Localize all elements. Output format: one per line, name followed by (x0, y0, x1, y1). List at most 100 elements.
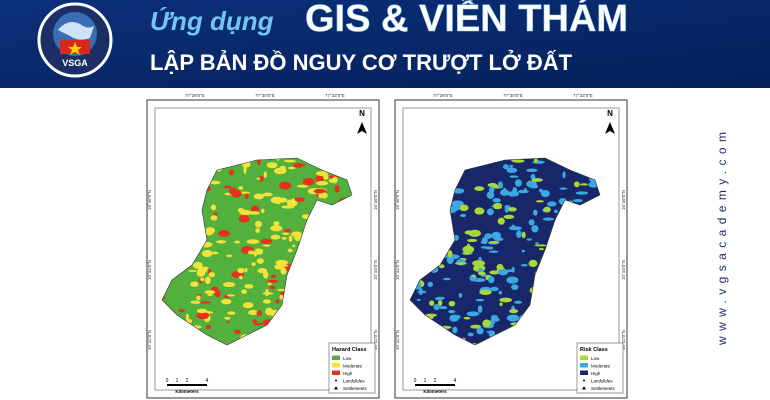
patch (474, 186, 485, 191)
scale-bar (167, 384, 207, 386)
patch (452, 326, 458, 334)
top-coordinate: 77°30'0"E (503, 93, 523, 98)
patch (288, 235, 293, 243)
patch (493, 237, 504, 242)
patch (244, 193, 249, 200)
patch (490, 317, 500, 322)
patch (531, 225, 539, 233)
patch (504, 205, 509, 213)
legend-item: Moderate (591, 363, 611, 368)
patch (488, 240, 500, 244)
patch (517, 189, 529, 194)
patch (201, 249, 213, 258)
patch (516, 230, 522, 239)
patch (416, 298, 421, 301)
patch (281, 264, 289, 267)
patch (562, 171, 566, 179)
top-coordinate: 77°28'0"E (433, 93, 453, 98)
patch (283, 159, 297, 163)
right-coordinate: 10°44'0"N (621, 260, 626, 280)
patch (472, 260, 486, 267)
patch (540, 189, 550, 198)
patch (274, 167, 287, 175)
patch (464, 230, 475, 235)
patch (520, 263, 528, 267)
legend-title: Hazard Class (332, 347, 367, 353)
patch (559, 187, 568, 190)
patch (480, 240, 486, 244)
patch (234, 329, 241, 334)
patch (220, 299, 232, 305)
patch (292, 244, 296, 248)
patch (263, 171, 267, 178)
patch (506, 276, 519, 284)
patch (273, 221, 280, 226)
logo: VSGA (37, 2, 113, 78)
patch (223, 185, 232, 189)
patch (438, 264, 445, 269)
patch (270, 274, 276, 279)
patch (281, 237, 287, 240)
patch (256, 310, 262, 317)
patch (199, 301, 212, 304)
patch (579, 183, 589, 186)
patch (252, 319, 257, 324)
patch (262, 299, 272, 304)
patch (210, 204, 217, 211)
patch (238, 186, 244, 190)
patch (262, 244, 271, 247)
patch (196, 312, 210, 320)
patch (507, 207, 517, 212)
patch (486, 191, 495, 199)
patch (237, 208, 245, 213)
legend-swatch (332, 355, 340, 360)
patch (250, 205, 260, 213)
patch (479, 289, 492, 296)
patch (205, 324, 212, 330)
patch (459, 204, 469, 212)
patch (187, 269, 198, 272)
patch (284, 228, 291, 234)
legend-title: Risk Class (580, 347, 608, 353)
patch (433, 303, 440, 311)
patch (425, 313, 437, 317)
map-panel: N 77°28'0"E 77°30'0"E 77°32'0"E 10°46'0"N 10°… (146, 93, 380, 399)
legend-item: Landslides (343, 378, 365, 383)
patch (438, 306, 448, 310)
patch (251, 262, 256, 267)
patch (237, 267, 245, 274)
patch (448, 300, 456, 307)
patch (208, 272, 215, 278)
patch (466, 311, 480, 317)
patch (196, 308, 208, 314)
left-coordinate: 10°46'0"N (395, 190, 400, 210)
left-coordinate: 10°42'0"N (395, 330, 400, 350)
patch (498, 290, 503, 295)
patch (205, 227, 216, 234)
patch (296, 184, 309, 188)
scale-label: Kilometers (175, 389, 199, 394)
patch (218, 230, 231, 237)
scale-label: Kilometers (423, 389, 447, 394)
patch (437, 299, 443, 306)
legend-item: Moderate (343, 363, 363, 368)
patch (234, 240, 241, 244)
patch (497, 217, 505, 225)
patch (243, 165, 247, 174)
patch (497, 268, 509, 276)
patch (478, 271, 486, 276)
patch (543, 206, 551, 213)
patch (478, 256, 482, 262)
top-coordinate: 77°30'0"E (255, 93, 275, 98)
study-area-outline (409, 157, 601, 346)
patch (506, 314, 520, 322)
legend-item: Low (591, 356, 600, 361)
patch (231, 189, 242, 198)
patch (530, 173, 536, 180)
patch (190, 300, 201, 305)
legend-box (328, 342, 376, 394)
patch (262, 292, 274, 295)
patch (477, 305, 483, 313)
top-coordinate: 77°32'0"E (325, 93, 345, 98)
patch (488, 250, 499, 253)
